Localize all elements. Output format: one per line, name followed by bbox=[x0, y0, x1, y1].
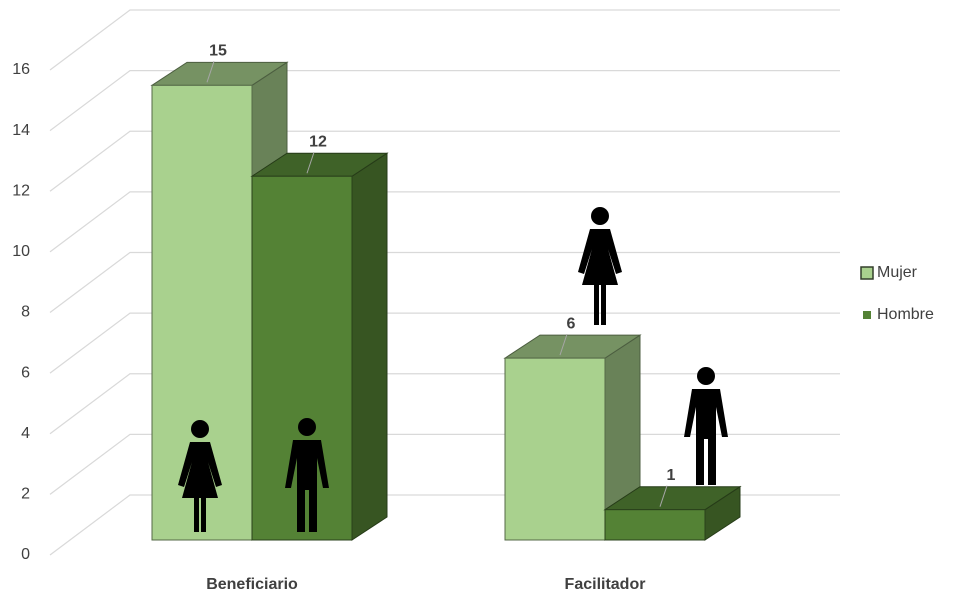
y-tick-label: 8 bbox=[21, 304, 30, 321]
man-icon bbox=[684, 367, 728, 485]
x-tick-label: Beneficiario bbox=[206, 576, 298, 593]
label-leader bbox=[659, 485, 668, 507]
bar-side bbox=[351, 152, 388, 541]
legend-swatch bbox=[863, 311, 871, 319]
grid-line bbox=[49, 191, 840, 253]
bar bbox=[604, 509, 706, 541]
legend-label: Mujer bbox=[877, 264, 918, 281]
data-label: 12 bbox=[309, 133, 327, 150]
y-tick-label: 2 bbox=[21, 486, 30, 503]
label-leader bbox=[306, 152, 315, 174]
data-label: 6 bbox=[567, 315, 576, 332]
icons bbox=[178, 207, 728, 532]
grid-line bbox=[49, 9, 840, 71]
legend-label: Hombre bbox=[877, 306, 934, 323]
data-label: 1 bbox=[667, 467, 676, 484]
woman-icon bbox=[178, 420, 222, 532]
bar bbox=[504, 357, 606, 541]
legend-swatch bbox=[860, 266, 874, 280]
label-leader bbox=[206, 61, 215, 83]
y-tick-label: 10 bbox=[12, 243, 30, 260]
y-tick-label: 16 bbox=[12, 61, 30, 78]
y-tick-label: 4 bbox=[21, 425, 30, 442]
y-tick-label: 6 bbox=[21, 364, 30, 381]
grid-line bbox=[49, 70, 840, 132]
y-tick-label: 14 bbox=[12, 122, 30, 139]
label-leader bbox=[559, 333, 568, 356]
y-tick-label: 12 bbox=[12, 182, 30, 199]
x-tick-label: Facilitador bbox=[565, 576, 646, 593]
data-label: 15 bbox=[209, 43, 227, 60]
woman-icon bbox=[578, 207, 622, 325]
man-icon bbox=[285, 418, 329, 532]
grid-line bbox=[49, 130, 840, 192]
y-tick-label: 0 bbox=[21, 546, 30, 563]
